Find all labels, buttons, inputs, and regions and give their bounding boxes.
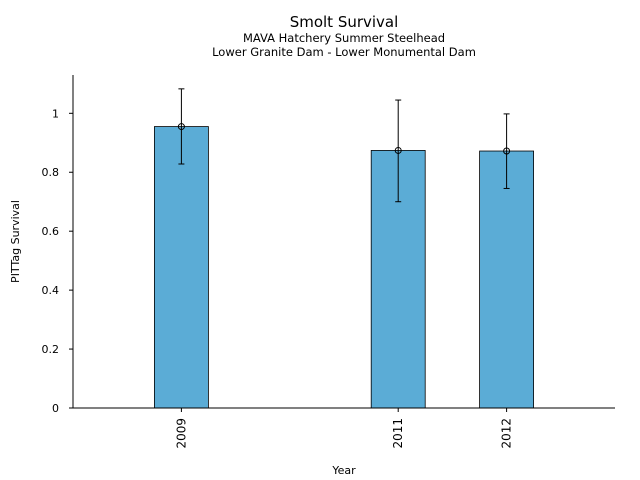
y-tick-label: 0.4 [42,284,60,297]
chart-subtitle-line-2: Lower Granite Dam - Lower Monumental Dam [212,45,476,59]
point-marker-2011 [394,146,402,154]
y-tick-label: 0 [52,402,59,415]
y-tick-label: 0.2 [42,343,60,356]
chart-title: Smolt Survival [289,13,399,31]
x-tick-label: 2009 [174,418,188,449]
x-axis-label: Year [331,464,356,477]
bar-2012 [479,150,535,409]
y-tick-label: 0.6 [42,225,60,238]
chart-subtitle-line-1: MAVA Hatchery Summer Steelhead [242,31,446,45]
x-tick-label: 2012 [500,418,514,449]
bar-2009 [153,126,209,409]
y-axis-label: PITTag Survival [9,200,22,283]
point-marker-2012 [503,147,511,155]
y-tick-label: 1 [52,107,59,120]
x-tick-label: 2011 [391,418,405,449]
point-marker-2009 [177,123,185,131]
y-tick-label: 0.8 [42,166,60,179]
